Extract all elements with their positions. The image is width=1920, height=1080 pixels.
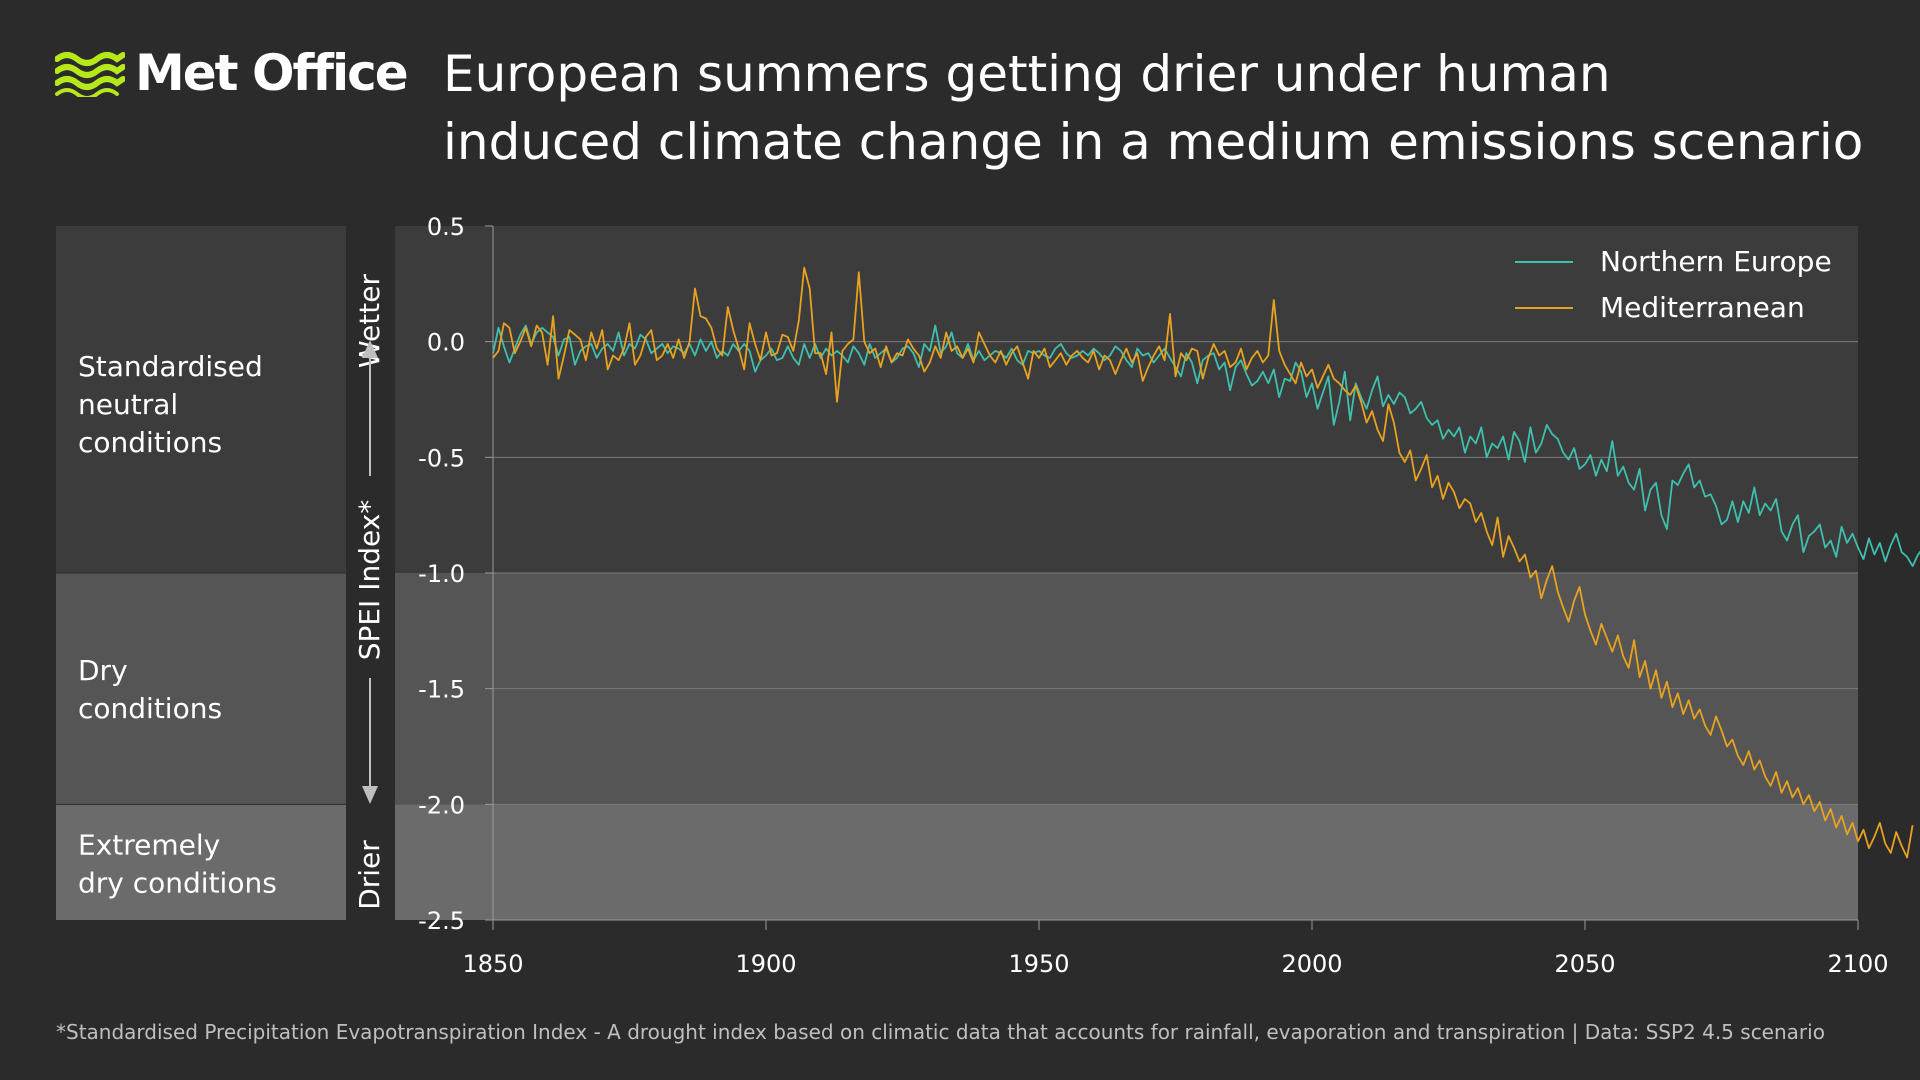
legend-label: Northern Europe [1600,245,1832,278]
x-tick-label: 1900 [735,950,796,978]
y-tick-label: -2.5 [418,907,465,935]
series-lines [492,266,1920,859]
x-tick-labels: 1850 1900 1950 2000 2050 2100 [462,950,1888,978]
band-label-line: Standardised [78,350,263,383]
band-label-panel [56,573,346,805]
gridlines [485,225,1859,930]
logo-text: Met Office [135,44,409,102]
series-line-northern-europe [492,324,1920,567]
band-plot-area [395,804,1858,920]
band-label-line: conditions [78,692,222,725]
y-tick-label: -0.5 [418,444,465,472]
y-tick-label: -2.0 [418,791,465,819]
legend: Northern Europe Mediterranean [1515,245,1832,324]
footnote: *Standardised Precipitation Evapotranspi… [56,1020,1825,1044]
x-tick-label: 2100 [1827,950,1888,978]
band-label-panel [56,804,346,920]
band-label-panel [56,226,346,573]
x-tick-label: 1950 [1008,950,1069,978]
legend-label: Mediterranean [1600,291,1805,324]
met-office-logo-icon [55,52,125,97]
y-tick-label: -1.0 [418,560,465,588]
y-tick-label: 0.0 [427,329,465,357]
band-label-line: conditions [78,426,222,459]
x-tick-label: 2000 [1281,950,1342,978]
arrow-down-icon [362,786,378,804]
band-plot-area [395,226,1858,573]
chart-title: European summers getting drier under hum… [443,40,1883,176]
y-tick-labels: 0.5 0.0 -0.5 -1.0 -1.5 -2.0 -2.5 [418,213,465,935]
band-label-line: Dry [78,654,128,687]
title-line-1: European summers getting drier under hum… [443,45,1611,103]
band-label-line: dry conditions [78,866,277,899]
series-line-mediterranean [492,266,1914,859]
title-line-2: induced climate change in a medium emiss… [443,113,1864,171]
y-tick-label: 0.5 [427,213,465,241]
x-tick-label: 1850 [462,950,523,978]
drier-label: Drier [353,840,386,910]
y-tick-label: -1.5 [418,676,465,704]
met-office-logo: Met Office [55,44,409,102]
x-tick-label: 2050 [1554,950,1615,978]
band-label-line: Extremely [78,828,220,861]
spei-index-label: SPEI Index* [353,500,386,661]
band-label-line: neutral [78,388,178,421]
arrow-up-icon [362,340,378,358]
condition-bands: Standardised neutral conditions Dry conditio… [56,226,1858,920]
